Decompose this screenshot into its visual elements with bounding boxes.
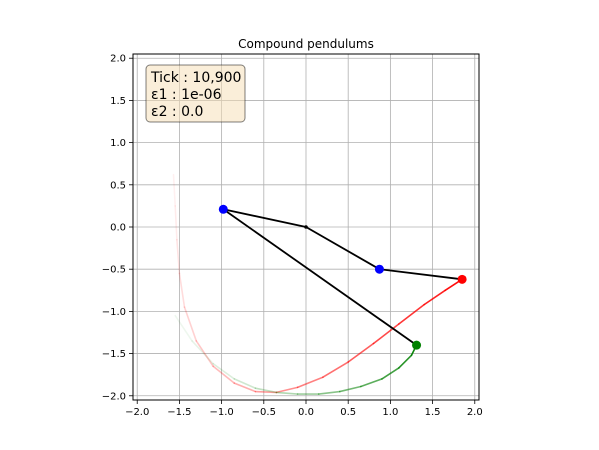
info-epsilon2-text: ε2 : 0.0 — [151, 104, 203, 120]
trail-segment — [398, 303, 425, 325]
trail-segment — [183, 306, 198, 342]
pendulum-bobs — [218, 204, 467, 350]
x-tick-label: 0.5 — [340, 407, 356, 418]
y-tick-label: −2.0 — [102, 391, 126, 402]
pendulum-bob — [374, 264, 384, 274]
trail-segment — [191, 340, 214, 365]
x-tick-label: 1.0 — [382, 407, 398, 418]
pendulum-arm — [305, 226, 463, 281]
trail-segment — [172, 173, 176, 207]
y-tick-label: 0.0 — [110, 223, 126, 234]
trail-segment — [296, 376, 324, 389]
trail-segment — [347, 342, 375, 363]
pendulum-bob — [457, 274, 467, 284]
trail-segment — [174, 205, 178, 241]
trail-segment — [275, 386, 299, 394]
trail-segment — [398, 354, 413, 369]
trail-segment — [381, 367, 400, 380]
pendulum-bob — [218, 204, 228, 214]
y-tick-label: −0.5 — [102, 265, 126, 276]
trail-segment — [174, 314, 193, 342]
x-tick-label: −1.0 — [209, 407, 233, 418]
info-box: Tick : 10,900 ε1 : 1e-06 ε2 : 0.0 — [145, 64, 246, 123]
trail-segment — [212, 365, 236, 384]
pendulum-bob — [412, 340, 422, 350]
trail-segment — [317, 390, 341, 395]
y-tick-label: 2.0 — [110, 54, 126, 65]
trails — [172, 173, 463, 395]
x-tick-label: −0.5 — [252, 407, 276, 418]
trail-segment — [254, 387, 278, 394]
trail-segment — [338, 385, 362, 393]
info-epsilon1-text: ε1 : 1e-06 — [151, 87, 222, 103]
trail-segment — [233, 378, 257, 389]
x-tick-label: −1.5 — [167, 407, 191, 418]
trail-segment — [360, 378, 383, 388]
pivot-point — [304, 225, 308, 229]
y-tick-label: 0.5 — [110, 180, 126, 191]
trail-segment — [233, 382, 257, 393]
y-tick-label: −1.5 — [102, 349, 126, 360]
x-tick-label: 2.0 — [467, 407, 483, 418]
info-box-background — [145, 64, 246, 123]
trail-segment — [254, 390, 278, 394]
y-tick-label: 1.0 — [110, 138, 126, 149]
trail-segment — [176, 238, 181, 275]
trail-segment — [423, 289, 447, 306]
trail-segment — [178, 272, 186, 308]
y-tick-label: −1.0 — [102, 307, 126, 318]
trail-segment — [195, 340, 214, 368]
x-tick-label: −2.0 — [125, 407, 149, 418]
y-tick-label: 1.5 — [110, 96, 126, 107]
trail-segment — [322, 361, 349, 379]
axis-ticks: −2.0 −1.5 −1.0 −0.5 0.0 0.5 1.0 1.5 2.0 2.0 1.5 1.0… — [102, 54, 483, 418]
x-tick-label: 1.5 — [425, 407, 441, 418]
info-tick-text: Tick : 10,900 — [150, 70, 241, 86]
pendulum-arm — [222, 208, 418, 346]
trail-segment — [372, 323, 400, 345]
pendulum-arms — [222, 208, 463, 346]
trail-segment — [275, 391, 299, 395]
trail-segment — [212, 362, 236, 380]
x-tick-label: 0.0 — [298, 407, 314, 418]
chart-title: Compound pendulums — [238, 37, 374, 51]
